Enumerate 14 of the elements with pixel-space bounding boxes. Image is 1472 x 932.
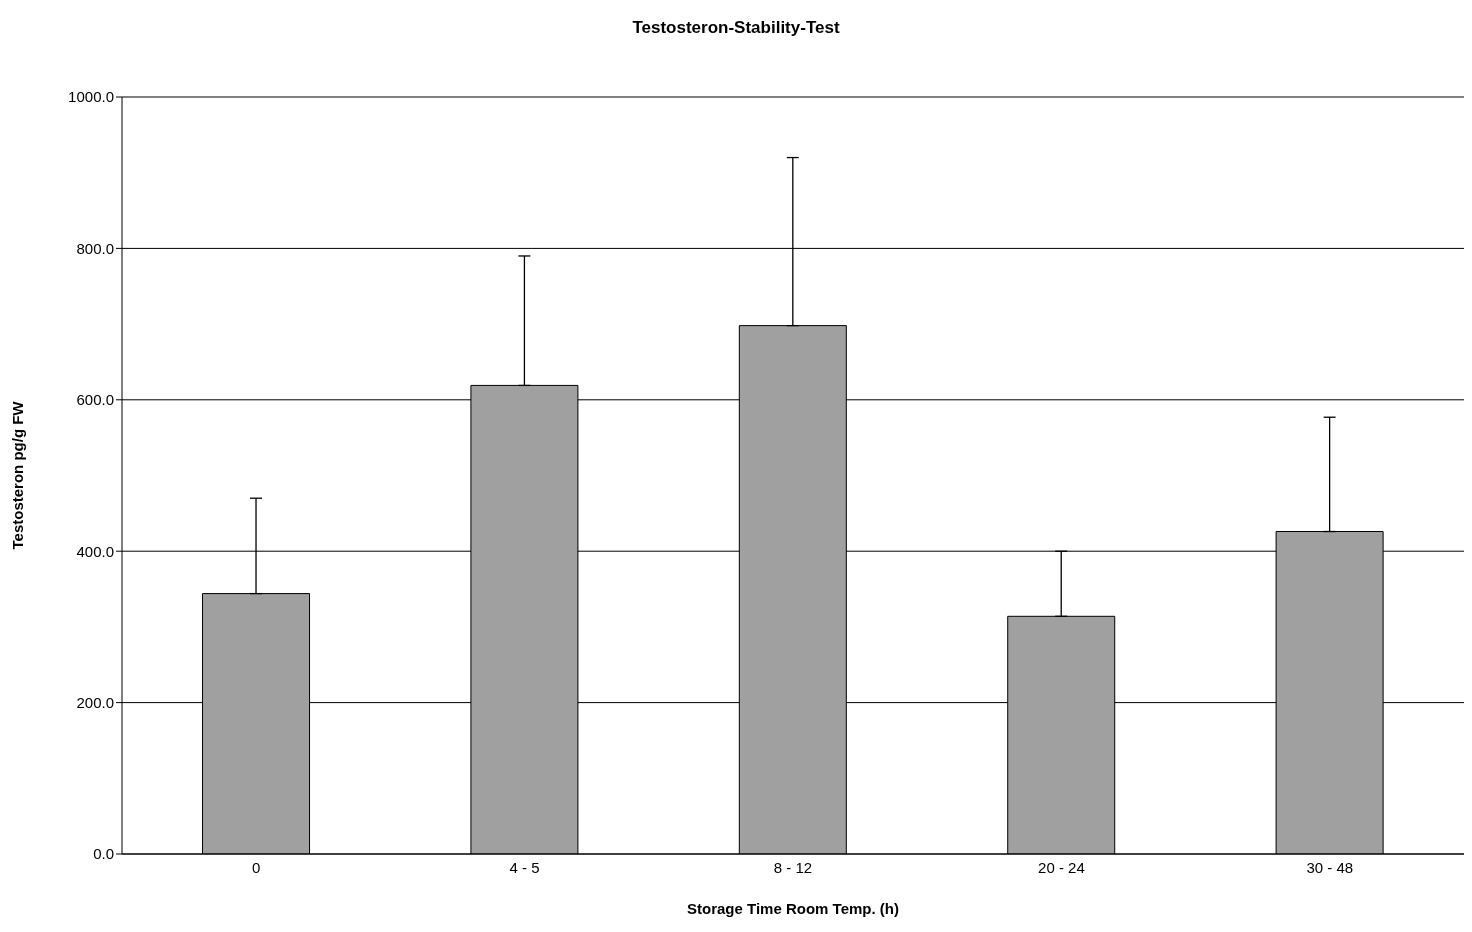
x-tick-label: 20 - 24 (1038, 858, 1085, 876)
y-tick-label: 200.0 (76, 693, 114, 711)
x-axis-title: Storage Time Room Temp. (h) (687, 900, 899, 917)
x-tick-label: 8 - 12 (773, 858, 813, 876)
y-tick-label: 800.0 (76, 239, 114, 257)
x-tick-label: 4 - 5 (509, 858, 540, 876)
y-tick-label: 1000.0 (68, 88, 114, 106)
y-tick-label: 400.0 (76, 542, 114, 560)
y-tick-label: 600.0 (76, 391, 114, 409)
x-tick-label: 0 (252, 858, 261, 876)
y-axis-title: Testosteron pg/g FW (9, 400, 27, 550)
y-tick-label: 0.0 (93, 845, 114, 863)
chart-title: Testosteron-Stability-Test (631, 18, 841, 38)
x-tick-label: 30 - 48 (1306, 858, 1354, 876)
